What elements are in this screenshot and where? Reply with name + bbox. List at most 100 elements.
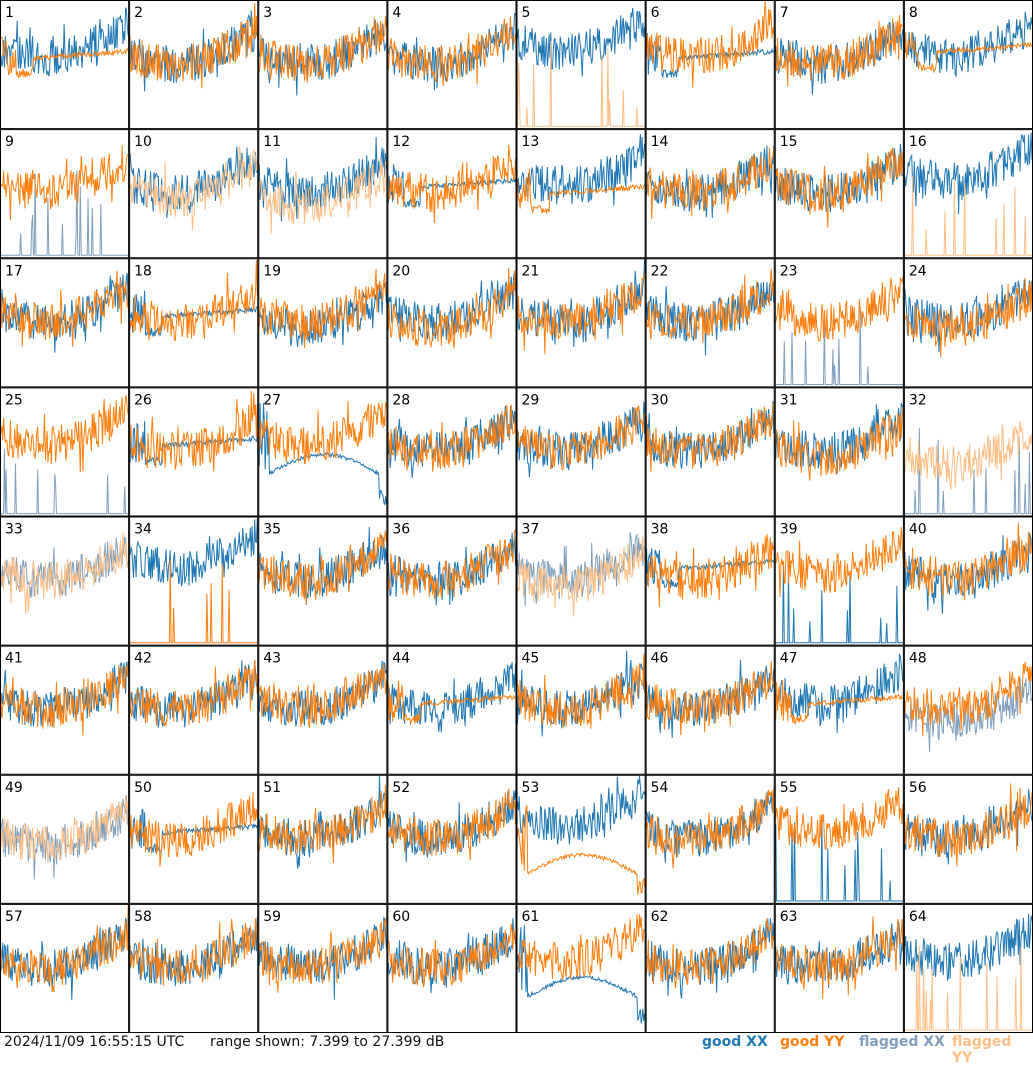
tile-23-border xyxy=(774,258,904,388)
tile-28-yy-line xyxy=(387,404,516,472)
tile-12-yy-line xyxy=(387,145,516,224)
tile-30: 30 xyxy=(645,387,775,517)
tile-32-label: 32 xyxy=(909,392,927,408)
tile-15: 15 xyxy=(774,129,904,259)
tile-38: 38 xyxy=(645,516,775,646)
tile-50: 50 xyxy=(129,774,259,904)
tile-5-yy-line xyxy=(517,41,645,127)
tile-32-xx-line xyxy=(904,428,1032,515)
tile-30-yy-line xyxy=(646,402,775,473)
tile-34: 34 xyxy=(129,516,259,646)
tile-35-border xyxy=(258,516,388,646)
tile-60-xx-line xyxy=(387,918,516,994)
tile-61-xx-line xyxy=(517,925,646,1024)
tile-37: 37 xyxy=(516,516,646,646)
tile-4-label: 4 xyxy=(392,5,401,21)
tile-61-label: 61 xyxy=(522,909,540,925)
tile-17-label: 17 xyxy=(5,263,23,279)
tile-64-label: 64 xyxy=(909,909,927,925)
tile-33: 33 xyxy=(0,516,130,646)
tile-56-yy-line xyxy=(904,783,1033,867)
tile-1-border xyxy=(0,0,130,130)
tile-17: 17 xyxy=(0,258,130,388)
tile-36-yy-line xyxy=(387,529,516,600)
tile-39-yy-line xyxy=(775,527,904,597)
tile-46-label: 46 xyxy=(651,651,669,667)
tile-6-xx-line xyxy=(646,33,775,79)
tile-55-label: 55 xyxy=(780,780,798,796)
tile-37-label: 37 xyxy=(522,522,540,538)
tile-59: 59 xyxy=(258,903,388,1033)
tile-6: 6 xyxy=(645,0,775,130)
tile-16-xx-line xyxy=(904,132,1033,215)
tile-40-label: 40 xyxy=(909,522,927,538)
tile-1: 1 xyxy=(0,0,130,130)
tile-43-label: 43 xyxy=(263,651,281,667)
tile-2-label: 2 xyxy=(134,5,143,21)
tile-58-border xyxy=(129,903,259,1033)
tile-14-label: 14 xyxy=(651,134,669,150)
tile-25-yy-line xyxy=(0,394,129,473)
tile-61: 61 xyxy=(516,903,646,1033)
tile-22-label: 22 xyxy=(651,263,669,279)
tile-10: 10 xyxy=(129,129,259,259)
tile-34-xx-line xyxy=(129,518,258,587)
tile-25-label: 25 xyxy=(5,392,23,408)
tile-55-border xyxy=(774,774,904,904)
tile-24-label: 24 xyxy=(909,263,927,279)
tile-23-label: 23 xyxy=(780,263,798,279)
tile-16-yy-line xyxy=(904,176,1032,256)
tile-36-label: 36 xyxy=(392,522,410,538)
tile-19: 19 xyxy=(258,258,388,388)
tile-21-border xyxy=(516,258,646,388)
tile-62: 62 xyxy=(645,903,775,1033)
tile-11: 11 xyxy=(258,129,388,259)
tile-31-yy-line xyxy=(775,407,904,481)
tile-57: 57 xyxy=(0,903,130,1033)
tile-26-yy-line xyxy=(129,390,258,472)
tile-31: 31 xyxy=(774,387,904,517)
tile-30-xx-line xyxy=(646,401,775,469)
tile-51: 51 xyxy=(258,774,388,904)
tile-28-label: 28 xyxy=(392,392,410,408)
tile-32-yy-line xyxy=(904,421,1033,490)
tile-20-label: 20 xyxy=(392,263,410,279)
tile-29-border xyxy=(516,387,646,517)
tile-31-border xyxy=(774,387,904,517)
tile-33-yy-line xyxy=(0,532,129,615)
tile-22: 22 xyxy=(645,258,775,388)
tile-18-label: 18 xyxy=(134,263,152,279)
legend-good-yy: good YY xyxy=(780,1034,845,1050)
tile-44-label: 44 xyxy=(392,651,410,667)
tile-43-border xyxy=(258,645,388,775)
tile-63: 63 xyxy=(774,903,904,1033)
tile-10-label: 10 xyxy=(134,134,152,150)
tile-42: 42 xyxy=(129,645,259,775)
tile-45-yy-line xyxy=(517,653,646,729)
tile-59-border xyxy=(258,903,388,1033)
tile-50-border xyxy=(129,774,259,904)
tile-49: 49 xyxy=(0,774,130,904)
tile-26: 26 xyxy=(129,387,259,517)
tile-39: 39 xyxy=(774,516,904,646)
tile-42-border xyxy=(129,645,259,775)
tile-13-label: 13 xyxy=(522,134,540,150)
tile-2: 2 xyxy=(129,0,259,130)
tile-19-border xyxy=(258,258,388,388)
tile-62-label: 62 xyxy=(651,909,669,925)
tile-7: 7 xyxy=(774,0,904,130)
tile-47: 47 xyxy=(774,645,904,775)
tile-23-xx-line xyxy=(775,306,903,385)
tile-4: 4 xyxy=(387,0,517,130)
tile-52-label: 52 xyxy=(392,780,410,796)
tile-33-border xyxy=(0,516,130,646)
tile-44-yy-line xyxy=(387,680,516,726)
tile-58: 58 xyxy=(129,903,259,1033)
tile-18-xx-line xyxy=(129,290,258,338)
tile-58-yy-line xyxy=(129,918,258,986)
tile-3-label: 3 xyxy=(263,5,272,21)
tile-44: 44 xyxy=(387,645,517,775)
tile-41-border xyxy=(0,645,130,775)
tile-54-label: 54 xyxy=(651,780,669,796)
